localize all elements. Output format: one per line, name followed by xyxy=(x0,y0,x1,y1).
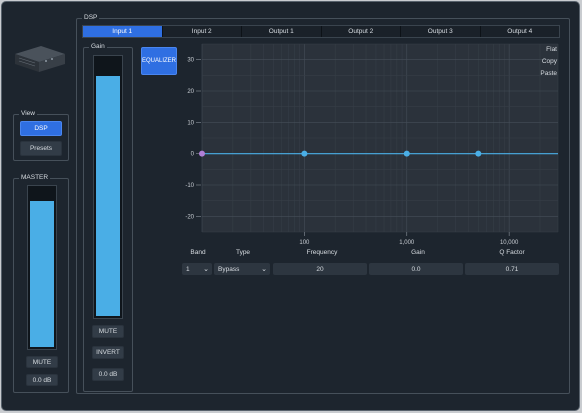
channel-tabs: Input 1 Input 2 Output 1 Output 2 Output… xyxy=(82,25,560,38)
eq-paste-button[interactable]: Paste xyxy=(540,70,557,77)
eq-band-point[interactable] xyxy=(199,150,205,157)
q-factor-field[interactable]: 0.71 xyxy=(465,263,559,275)
band-select[interactable]: 1 ⌄ xyxy=(182,263,212,275)
view-presets-button[interactable]: Presets xyxy=(20,141,62,156)
band-header: Band xyxy=(190,249,206,256)
eq-y-ticks: 30 20 10 0 -10 -20 xyxy=(185,58,201,220)
gain-meter[interactable] xyxy=(93,55,123,319)
tab-input-1[interactable]: Input 1 xyxy=(83,26,162,37)
eq-y-tick-label: 10 xyxy=(187,120,194,126)
master-title: MASTER xyxy=(19,173,51,182)
type-select-value: Bypass xyxy=(218,265,240,273)
chevron-down-icon: ⌄ xyxy=(203,266,209,273)
type-select[interactable]: Bypass ⌄ xyxy=(214,263,270,275)
tab-input-2[interactable]: Input 2 xyxy=(162,26,241,37)
eq-x-tick-label: 1,000 xyxy=(399,240,415,246)
tab-output-4[interactable]: Output 4 xyxy=(480,26,559,37)
master-meter-fill xyxy=(30,201,54,347)
master-level-value[interactable]: 0.0 dB xyxy=(26,374,58,386)
eq-copy-button[interactable]: Copy xyxy=(541,58,557,65)
eq-band-point[interactable] xyxy=(301,150,308,157)
view-group: View DSP Presets xyxy=(13,109,69,161)
type-header: Type xyxy=(235,249,251,256)
gain-group: Gain MUTE INVERT 0.0 dB xyxy=(83,42,133,392)
view-dsp-button[interactable]: DSP xyxy=(20,121,62,136)
tab-output-3[interactable]: Output 3 xyxy=(401,26,480,37)
chevron-down-icon: ⌄ xyxy=(261,266,267,273)
eq-band-points[interactable] xyxy=(199,150,482,157)
eq-x-ticks: 100 1,000 10,000 xyxy=(299,232,519,246)
q-factor-header: Q Factor xyxy=(499,249,525,256)
amplifier-device-image xyxy=(15,46,65,72)
eq-band-point[interactable] xyxy=(475,150,482,157)
gain-level-value[interactable]: 0.0 dB xyxy=(92,368,124,381)
eq-x-tick-label: 10,000 xyxy=(500,240,519,246)
dsp-group: DSP xyxy=(76,13,570,394)
eq-flat-button[interactable]: Flat xyxy=(546,46,557,53)
eq-y-tick-label: 30 xyxy=(187,58,194,64)
eq-grid xyxy=(201,43,559,233)
equalizer-button[interactable]: EQUALIZER xyxy=(141,47,177,75)
dsp-title: DSP xyxy=(82,13,100,22)
eq-y-tick-label: 20 xyxy=(187,89,194,95)
gain-header: Gain xyxy=(411,249,425,256)
gain-title: Gain xyxy=(89,42,107,51)
eq-y-tick-label: -10 xyxy=(185,183,194,189)
eq-x-tick-label: 100 xyxy=(299,240,310,246)
frequency-header: Frequency xyxy=(306,249,338,256)
tab-output-1[interactable]: Output 1 xyxy=(242,26,321,37)
master-mute-button[interactable]: MUTE xyxy=(26,356,58,368)
master-meter[interactable] xyxy=(27,185,57,350)
eq-y-tick-label: -20 xyxy=(185,214,194,220)
gain-invert-button[interactable]: INVERT xyxy=(92,346,124,359)
frequency-field[interactable]: 20 xyxy=(273,263,367,275)
tab-output-2[interactable]: Output 2 xyxy=(321,26,400,37)
gain-meter-fill xyxy=(96,76,120,316)
eq-y-tick-label: 0 xyxy=(191,152,195,158)
gain-field[interactable]: 0.0 xyxy=(369,263,463,275)
eq-band-point[interactable] xyxy=(403,150,410,157)
band-select-value: 1 xyxy=(186,265,190,273)
view-title: View xyxy=(19,109,37,118)
gain-mute-button[interactable]: MUTE xyxy=(92,325,124,338)
master-group: MASTER MUTE 0.0 dB xyxy=(13,173,69,393)
